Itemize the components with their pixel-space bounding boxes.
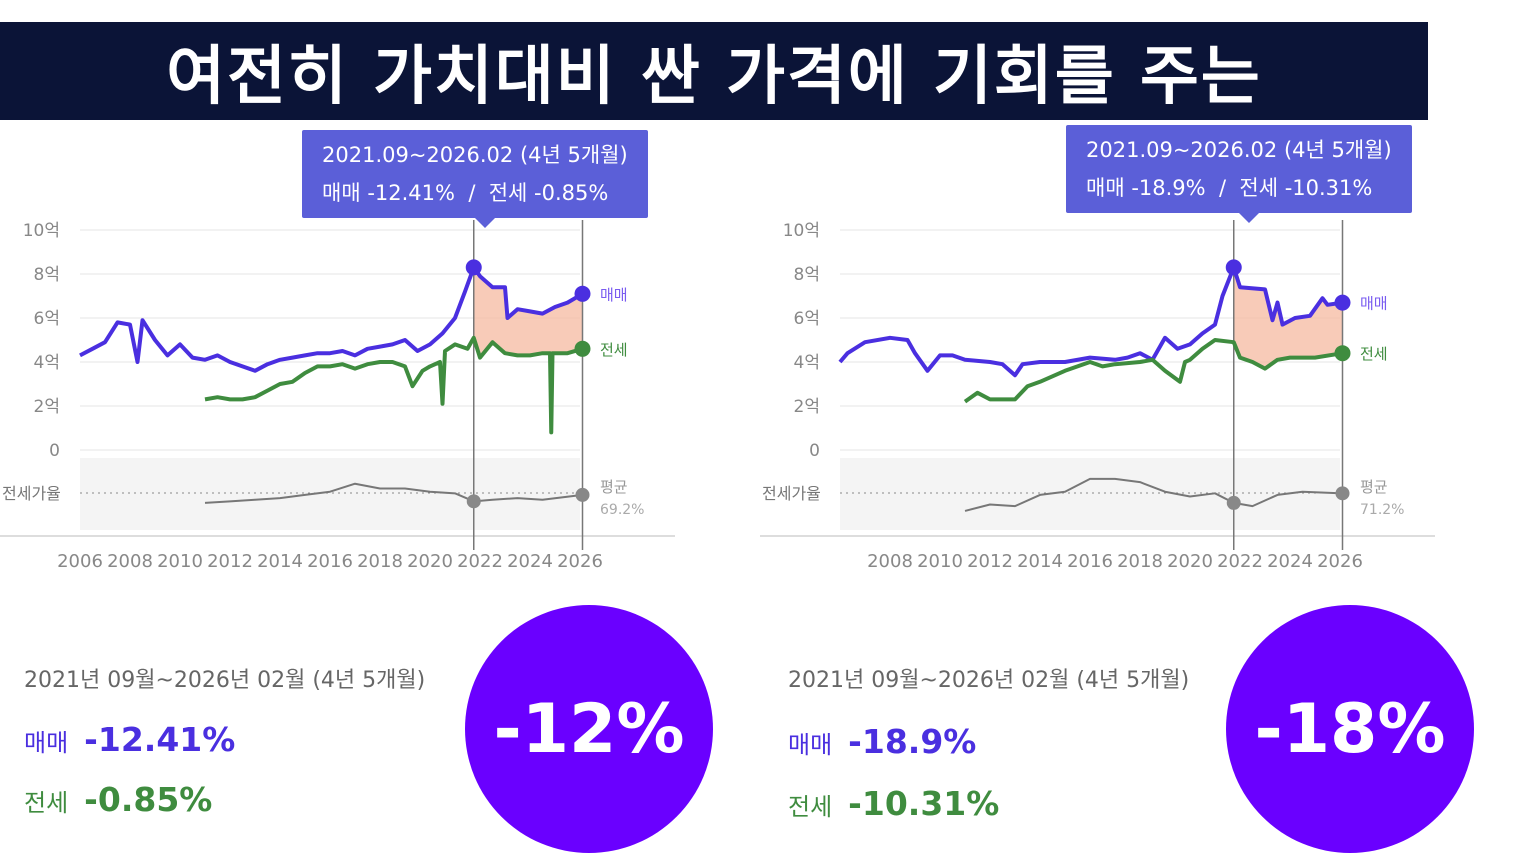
sale-value: -18.9% <box>848 722 977 761</box>
ratio-start-point <box>1226 495 1241 510</box>
jeonse-value: -0.85% <box>84 780 213 819</box>
tooltip-period: 2021.09~2026.02 (4년 5개월) <box>322 143 628 167</box>
summary-period: 2021년 09월~2026년 02월 (4년 5개월) <box>24 668 426 693</box>
ratio-label: 전세가율 <box>762 484 821 503</box>
jeonse-end-point <box>574 340 591 357</box>
x-tick-label: 2022 <box>1217 551 1263 572</box>
x-tick-label: 2008 <box>867 551 913 572</box>
chart-right: 10억 8억 6억 4억 2억 0 2008 2010 2012 2014 2016 2018 2020… <box>760 220 1435 572</box>
summary-sale: 매매 -18.9% <box>788 722 976 761</box>
summary-jeonse: 전세 -0.85% <box>24 780 212 819</box>
x-tick-label: 2006 <box>57 551 103 572</box>
tooltip-change: 매매 -18.9% / 전세 -10.31% <box>1086 176 1373 200</box>
chart-panel-left: 10억 8억 6억 4억 2억 0 2006 2008 2010 2012 2014 2016 2018… <box>0 120 680 854</box>
y-tick-label: 6억 <box>34 309 60 329</box>
jeonse-end-point <box>1334 345 1351 362</box>
y-tick-label: 2억 <box>34 397 60 417</box>
chart-panel-right: 10억 8억 6억 4억 2억 0 2008 2010 2012 2014 2016 2018 2020… <box>760 120 1440 854</box>
x-tick-label: 2010 <box>157 551 203 572</box>
y-tick-label: 8억 <box>794 265 820 285</box>
x-tick-label: 2012 <box>967 551 1013 572</box>
ratio-end-point <box>575 487 590 502</box>
y-tick-label: 10억 <box>783 221 820 241</box>
y-tick-label: 0 <box>49 441 60 461</box>
sale-end-point <box>574 285 591 302</box>
x-tick-label: 2018 <box>357 551 403 572</box>
x-tick-label: 2024 <box>1267 551 1313 572</box>
sale-label: 매매 <box>788 731 833 759</box>
x-tick-label: 2014 <box>257 551 303 572</box>
jeonse-line <box>204 335 584 435</box>
x-tick-label: 2026 <box>557 551 603 572</box>
range-tooltip: 2021.09~2026.02 (4년 5개월) 매매 -18.9% / 전세 … <box>1066 125 1412 223</box>
x-tick-label: 2022 <box>457 551 503 572</box>
y-tick-label: 4억 <box>794 353 820 373</box>
ratio-end-point <box>1335 486 1350 501</box>
change-badge-left: -12% <box>465 605 713 853</box>
average-value: 71.2% <box>1360 502 1404 518</box>
average-value: 69.2% <box>600 502 644 518</box>
chart-left: 10억 8억 6억 4억 2억 0 2006 2008 2010 2012 2014 2016 2018… <box>0 220 675 572</box>
x-tick-label: 2026 <box>1317 551 1363 572</box>
change-badge-right: -18% <box>1226 605 1474 853</box>
summary-jeonse: 전세 -10.31% <box>788 784 999 823</box>
x-tick-label: 2014 <box>1017 551 1063 572</box>
ratio-start-point <box>466 494 481 509</box>
y-tick-label: 4억 <box>34 353 60 373</box>
y-tick-label: 2억 <box>794 397 820 417</box>
jeonse-line <box>963 338 1343 404</box>
ratio-panel-bg <box>80 458 580 530</box>
average-label: 평균 <box>600 478 628 496</box>
sale-start-point <box>465 259 482 276</box>
range-tooltip: 2021.09~2026.02 (4년 5개월) 매매 -12.41% / 전세… <box>302 130 648 228</box>
sale-series-label: 매매 <box>1360 295 1388 313</box>
sale-line <box>838 265 1343 378</box>
x-tick-label: 2016 <box>307 551 353 572</box>
x-tick-label: 2008 <box>107 551 153 572</box>
x-tick-label: 2024 <box>507 551 553 572</box>
y-tick-label: 6억 <box>794 309 820 329</box>
sale-line <box>79 265 584 373</box>
jeonse-label: 전세 <box>24 789 69 817</box>
ratio-panel-bg <box>840 458 1340 530</box>
y-tick-label: 0 <box>809 441 820 461</box>
average-label: 평균 <box>1360 478 1388 496</box>
jeonse-value: -10.31% <box>848 784 1000 823</box>
sale-label: 매매 <box>24 729 69 757</box>
x-tick-label: 2010 <box>917 551 963 572</box>
decline-area <box>1233 267 1343 369</box>
jeonse-label: 전세 <box>788 793 833 821</box>
ratio-label: 전세가율 <box>2 484 61 503</box>
tooltip-period: 2021.09~2026.02 (4년 5개월) <box>1086 138 1392 162</box>
ratio-line <box>204 482 583 504</box>
x-tick-label: 2016 <box>1067 551 1113 572</box>
sale-end-point <box>1334 294 1351 311</box>
y-tick-label: 10억 <box>23 221 60 241</box>
sale-value: -12.41% <box>84 720 236 759</box>
summary-period: 2021년 09월~2026년 02월 (4년 5개월) <box>788 668 1190 693</box>
sale-start-point <box>1225 259 1242 276</box>
jeonse-series-label: 전세 <box>600 341 628 359</box>
x-tick-label: 2018 <box>1117 551 1163 572</box>
x-tick-label: 2012 <box>207 551 253 572</box>
x-tick-label: 2020 <box>1167 551 1213 572</box>
summary-sale: 매매 -12.41% <box>24 720 235 759</box>
jeonse-series-label: 전세 <box>1360 345 1388 363</box>
ratio-line <box>964 477 1343 512</box>
tooltip-change: 매매 -12.41% / 전세 -0.85% <box>322 181 609 205</box>
decline-area <box>473 267 583 433</box>
sale-series-label: 매매 <box>600 286 628 304</box>
y-tick-label: 8억 <box>34 265 60 285</box>
x-tick-label: 2020 <box>407 551 453 572</box>
page-title: 여전히 가치대비 싼 가격에 기회를 주는 <box>0 22 1428 120</box>
